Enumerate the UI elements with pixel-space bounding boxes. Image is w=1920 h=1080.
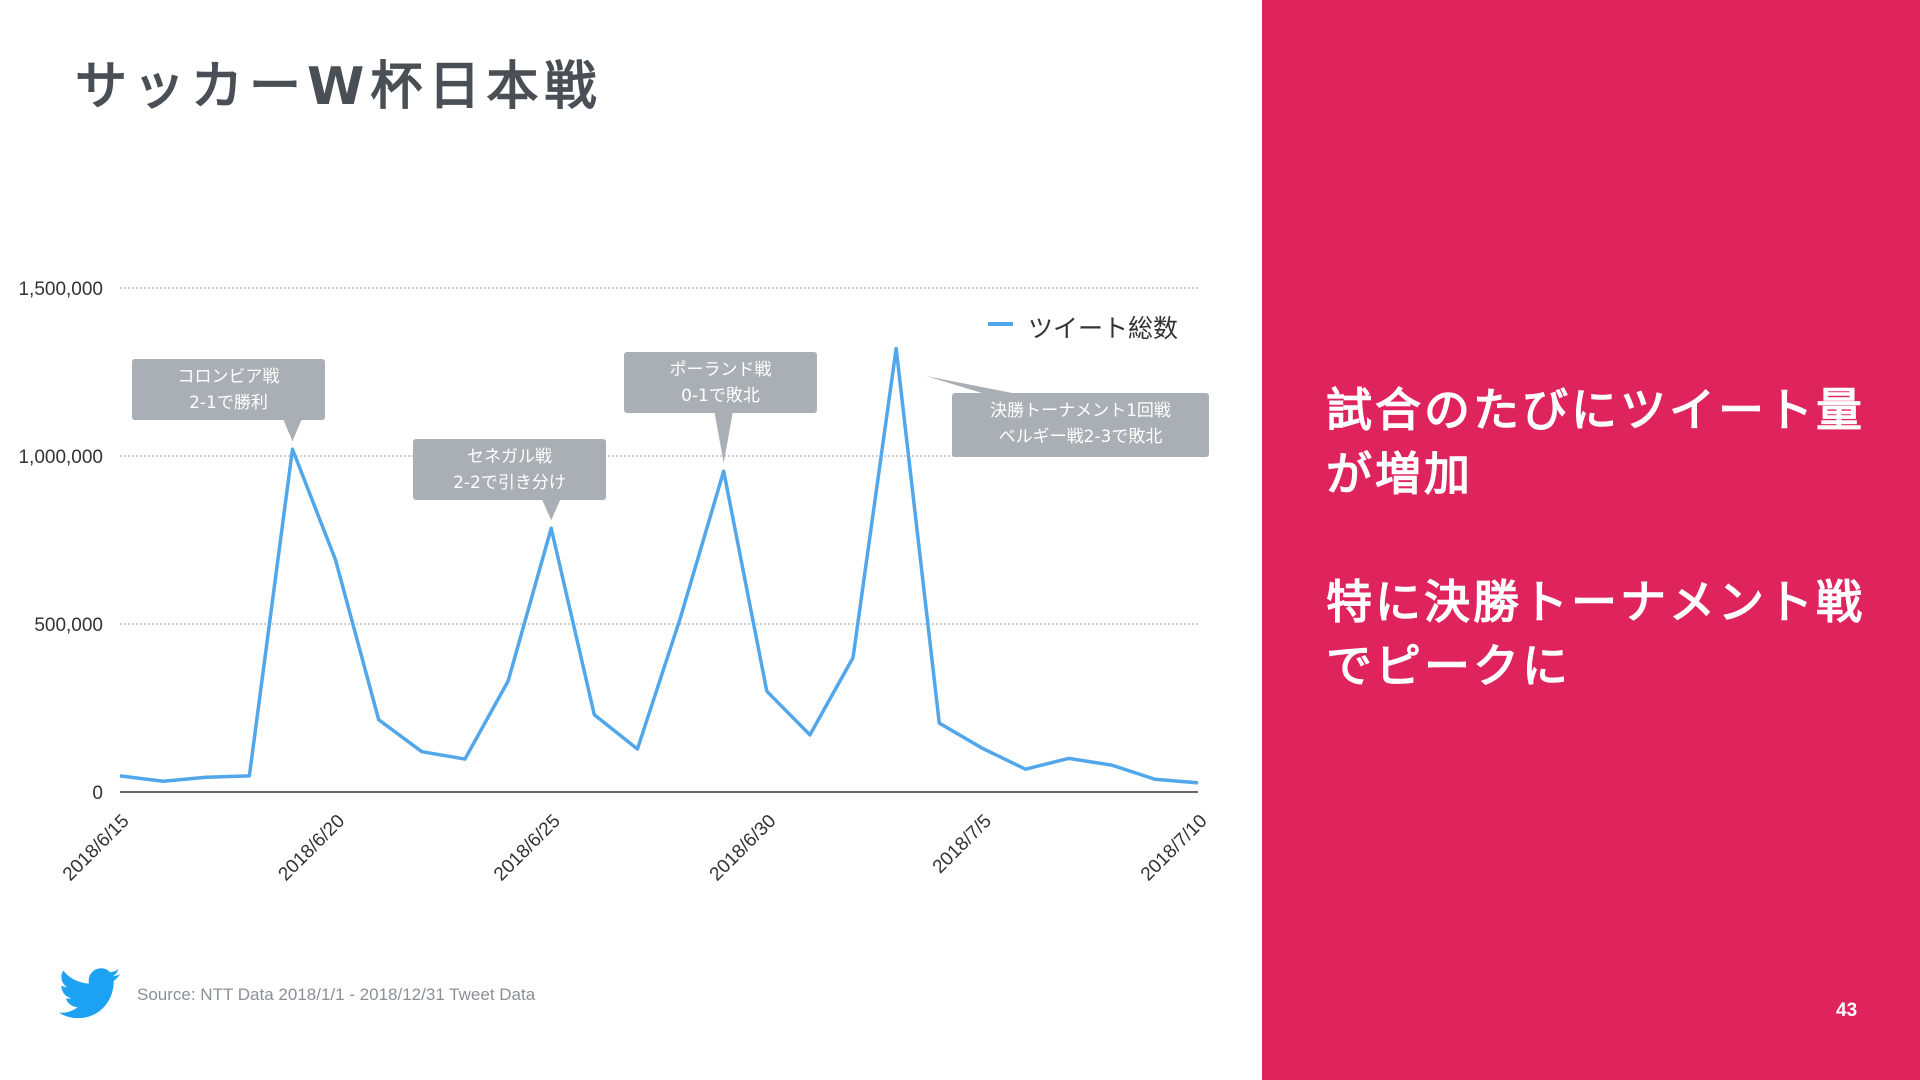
callout-box: [952, 393, 1209, 457]
y-tick-label: 1,500,000: [18, 279, 103, 300]
callout-line: ベルギー戦2-3で敗北: [998, 427, 1163, 447]
callout-line: 2-2で引き分け: [453, 473, 566, 493]
message-line-2: 特に決勝トーナメント戦でピークに: [1326, 575, 1865, 693]
x-tick-label: 2018/6/25: [490, 811, 565, 886]
callout-box: [624, 352, 817, 413]
callout-line: セネガル戦: [467, 447, 552, 467]
slide-title: サッカーW杯日本戦: [75, 57, 603, 117]
twitter-bird-icon: [58, 968, 121, 1019]
page-number: 43: [1836, 1000, 1858, 1021]
callout-pointer: [283, 420, 302, 442]
callout-pointer: [542, 500, 561, 521]
callout-pointer: [714, 413, 733, 464]
callout-line: ポーランド戦: [669, 360, 772, 380]
callout-line: コロンビア戦: [177, 367, 280, 387]
x-tick-label: 2018/6/15: [59, 811, 134, 886]
callout-colombia: コロンビア戦 2-1で勝利: [132, 364, 325, 416]
legend-swatch: [988, 322, 1013, 326]
message-panel: [1262, 0, 1920, 1080]
callout-line: 決勝トーナメント1回戦: [990, 401, 1171, 421]
callout-box: [132, 359, 325, 420]
callout-pointer: [926, 376, 1012, 393]
x-tick-label: 2018/6/20: [275, 811, 350, 886]
x-tick-label: 2018/7/5: [929, 811, 996, 878]
key-message: 試合のたびにツイート量が増加 特に決勝トーナメント戦でピークに: [1326, 378, 1896, 762]
line-chart: 0 500,000 1,000,000 1,500,000 2018/6/15 2018/…: [18, 279, 1212, 886]
callout-line: 2-1で勝利: [189, 393, 268, 413]
x-tick-label: 2018/7/10: [1137, 811, 1212, 886]
callout-poland: ポーランド戦 0-1で敗北: [624, 357, 817, 409]
callout-senegal: セネガル戦 2-2で引き分け: [413, 444, 606, 496]
legend-label: ツイート総数: [1028, 314, 1179, 343]
callout-box: [413, 439, 606, 500]
chart-panel: [0, 0, 1262, 1080]
y-tick-label: 1,000,000: [18, 447, 103, 468]
source-note: Source: NTT Data 2018/1/1 - 2018/12/31 T…: [137, 985, 536, 1004]
message-line-1: 試合のたびにツイート量が増加: [1326, 383, 1865, 501]
y-tick-label: 0: [92, 783, 103, 804]
callout-line: 0-1で敗北: [681, 386, 760, 406]
callout-belgium: 決勝トーナメント1回戦 ベルギー戦2-3で敗北: [952, 398, 1209, 450]
series-line: [119, 346, 1199, 785]
x-tick-label: 2018/6/30: [706, 811, 781, 886]
y-tick-label: 500,000: [34, 615, 103, 636]
